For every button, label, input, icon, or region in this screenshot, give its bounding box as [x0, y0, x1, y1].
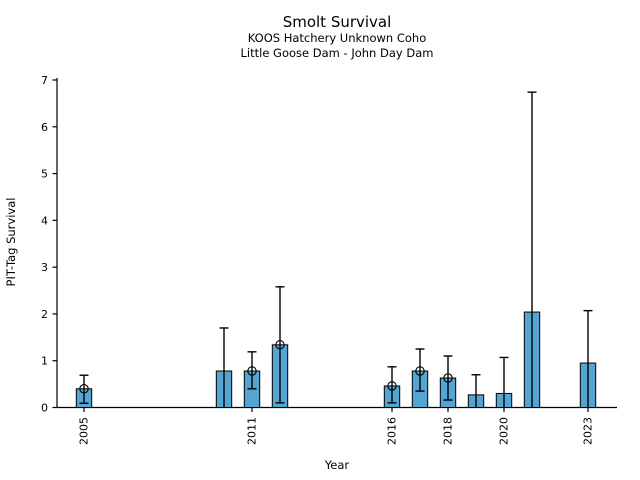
plot-area: 0 1 2 3 4 5 6 7 2005 2011 2016 2018 2020 2023 [41, 74, 617, 445]
y-axis-label: PIT-Tag Survival [4, 198, 18, 287]
point-marker-2017 [415, 366, 425, 376]
point-marker-2016 [387, 381, 397, 391]
point-marker-2012 [275, 340, 285, 350]
chart-subtitle-1: KOOS Hatchery Unknown Coho [248, 31, 426, 45]
x-axis-label: Year [324, 458, 350, 472]
y-tick-label-0: 0 [41, 402, 48, 415]
chart-title: Smolt Survival [283, 13, 392, 31]
y-tick-label-3: 3 [41, 261, 48, 274]
y-tick-label-7: 7 [41, 74, 48, 87]
x-tick-label-2018: 2018 [442, 417, 455, 445]
y-tick-label-5: 5 [41, 168, 48, 181]
y-tick-label-2: 2 [41, 308, 48, 321]
point-marker-2018 [443, 373, 453, 383]
x-tick-label-2016: 2016 [386, 417, 399, 445]
y-tick-label-6: 6 [41, 121, 48, 134]
x-tick-label-2023: 2023 [582, 417, 595, 445]
x-tick-label-2005: 2005 [78, 417, 91, 445]
y-tick-label-1: 1 [41, 355, 48, 368]
point-marker-2011 [247, 366, 257, 376]
point-marker-2005 [79, 384, 89, 394]
x-tick-label-2011: 2011 [246, 417, 259, 445]
chart-subtitle-2: Little Goose Dam - John Day Dam [241, 46, 434, 60]
y-tick-label-4: 4 [41, 214, 48, 227]
x-tick-label-2020: 2020 [498, 417, 511, 445]
